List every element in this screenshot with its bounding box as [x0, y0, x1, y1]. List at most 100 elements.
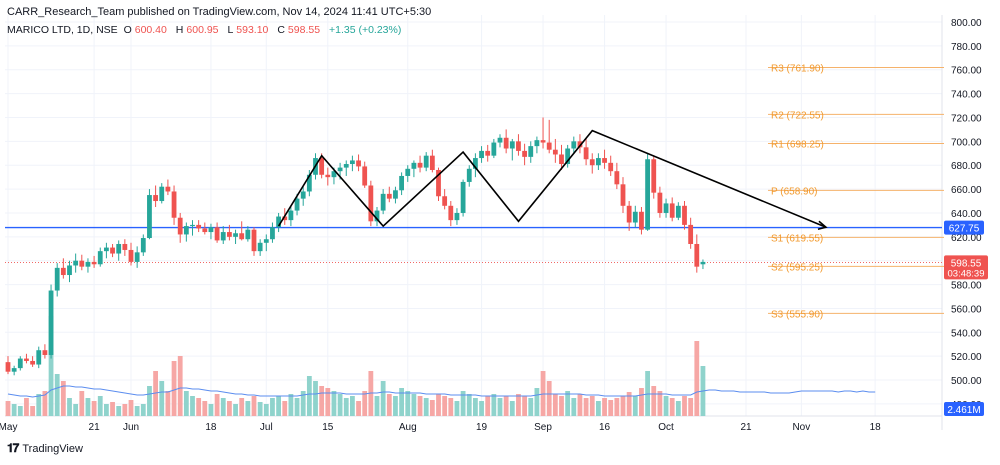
candle-body — [17, 358, 23, 369]
candle-body — [85, 261, 91, 267]
volume-bar — [620, 396, 626, 416]
candle — [657, 186, 663, 218]
candle — [522, 143, 527, 166]
candle — [639, 206, 644, 235]
volume-bar — [325, 388, 331, 416]
volume-bar — [270, 398, 275, 416]
price-tick-label: 660.00 — [951, 185, 982, 196]
volume-bar — [460, 391, 466, 416]
volume-bar — [497, 398, 503, 416]
volume-bar — [374, 396, 380, 416]
candle-body — [91, 261, 97, 265]
volume-bar — [485, 396, 491, 416]
pivot-label: S3 (555.90) — [771, 309, 823, 320]
candle-body — [134, 252, 140, 262]
candle — [5, 356, 11, 375]
candle-body — [577, 141, 583, 148]
volume-bar — [669, 398, 675, 416]
candle — [153, 185, 158, 207]
volume-bar — [565, 391, 571, 416]
volume-bar — [350, 396, 355, 416]
volume-tag — [944, 402, 984, 416]
candle-body — [233, 233, 238, 237]
candle-body — [380, 193, 386, 211]
candle — [91, 255, 97, 268]
time-tick-label: 16 — [599, 422, 611, 433]
volume-bar — [436, 394, 441, 416]
candle-body — [11, 368, 17, 372]
volume-bar — [577, 394, 583, 416]
volume-bar — [91, 401, 97, 416]
volume-bar — [393, 396, 398, 416]
volume-bar — [417, 396, 423, 416]
time-tick-label: 21 — [89, 422, 101, 433]
volume-bar — [589, 396, 595, 416]
last-price-tag — [944, 255, 988, 280]
volume-bar — [516, 394, 521, 416]
candle-body — [700, 261, 706, 265]
candle — [356, 154, 361, 172]
publisher-text: CARR_Research_Team published on TradingV… — [7, 6, 432, 18]
candle-body — [429, 155, 435, 170]
candle — [350, 155, 355, 172]
candle — [159, 183, 165, 204]
symbol-name[interactable]: MARICO LTD, 1D, NSE — [7, 24, 118, 36]
candle-body — [565, 148, 571, 165]
low-label: L — [227, 24, 234, 36]
volume-bar — [442, 396, 448, 416]
time-tick-label: May — [0, 422, 17, 433]
candle — [534, 136, 540, 154]
support-price-tag — [944, 220, 984, 235]
candle-body — [589, 159, 595, 166]
volume-bar — [30, 406, 35, 416]
candle-body — [368, 185, 374, 222]
price-tick-label: 720.00 — [951, 113, 982, 124]
candle-body — [503, 137, 509, 149]
candle — [694, 234, 700, 273]
candle — [11, 365, 17, 376]
candle-body — [276, 216, 281, 228]
volume-bar — [405, 391, 411, 416]
candle — [485, 144, 491, 162]
candle-body — [694, 243, 700, 267]
candle — [270, 222, 275, 243]
candle — [24, 353, 29, 364]
candle — [565, 144, 571, 168]
candle — [214, 222, 220, 243]
candle — [700, 259, 706, 270]
pattern-lines — [277, 129, 828, 231]
candle-body — [202, 228, 208, 233]
candle-body — [362, 166, 368, 186]
volume-bar — [67, 398, 72, 416]
volume-bar — [319, 386, 325, 416]
candle-body — [546, 142, 552, 150]
open-value: 600.40 — [134, 24, 167, 36]
volume-bar — [694, 341, 700, 416]
close-label: C — [277, 24, 285, 36]
low-value: 593.10 — [236, 24, 269, 36]
candle-body — [460, 181, 466, 213]
candle-body — [177, 217, 183, 235]
candle — [263, 234, 269, 252]
price-tick-label: 540.00 — [951, 328, 982, 339]
candle — [220, 226, 226, 244]
candle — [516, 134, 521, 156]
volume-bar — [675, 401, 681, 416]
pivot-label: R1 (698.25) — [771, 139, 824, 150]
candle-body — [399, 175, 404, 191]
volume-bar — [657, 391, 663, 416]
volume-bar — [97, 396, 103, 416]
candle-body — [306, 174, 312, 192]
candle — [669, 197, 675, 222]
candle — [491, 138, 497, 159]
candle — [509, 138, 515, 161]
tradingview-logo[interactable]: 𝟏𝟕 TradingView — [7, 441, 83, 456]
volume-bar — [196, 398, 202, 416]
candle — [368, 180, 374, 227]
candle — [688, 217, 694, 249]
candle-body — [669, 203, 675, 218]
pivot-label: R3 (761.90) — [771, 63, 824, 74]
candle — [362, 161, 368, 188]
